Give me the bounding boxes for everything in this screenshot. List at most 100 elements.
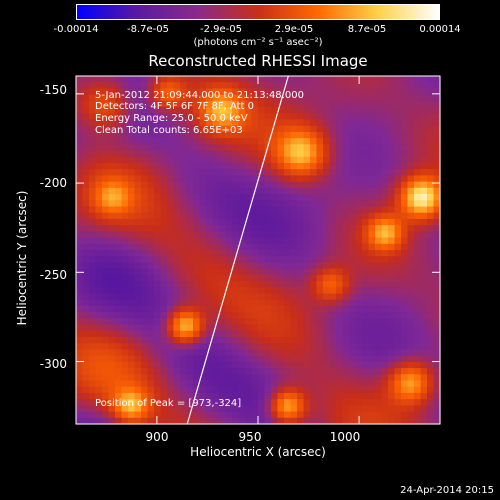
heatmap-cell (375, 131, 383, 139)
heatmap-cell (271, 169, 279, 177)
heatmap-cell (271, 343, 279, 351)
heatmap-cell (251, 119, 259, 127)
heatmap-cell (154, 374, 162, 382)
heatmap-cell (355, 405, 363, 413)
heatmap-cell (173, 349, 181, 357)
heatmap-cell (271, 113, 279, 121)
heatmap-cell (388, 231, 396, 239)
heatmap-cell (420, 82, 428, 90)
heatmap-cell (154, 231, 162, 239)
heatmap-cell (160, 368, 168, 375)
heatmap-cell (95, 212, 103, 220)
heatmap-cell (121, 231, 129, 239)
heatmap-cell (232, 337, 240, 344)
heatmap-cell (141, 175, 149, 183)
heatmap-cell (329, 361, 337, 369)
heatmap-cell (362, 187, 370, 195)
heatmap-cell (180, 100, 188, 108)
heatmap-cell (290, 125, 298, 133)
heatmap-cell (141, 337, 149, 344)
heatmap-cell (433, 386, 441, 394)
heatmap-cell (76, 218, 84, 226)
heatmap-cell (219, 94, 227, 102)
heatmap-cell (407, 163, 415, 170)
heatmap-cell (264, 268, 272, 276)
heatmap-cell (284, 324, 292, 332)
heatmap-cell (238, 374, 246, 382)
heatmap-cell (95, 175, 103, 183)
heatmap-cell (180, 231, 188, 239)
heatmap-cell (238, 312, 246, 319)
heatmap-cell (76, 405, 84, 413)
heatmap-cell (251, 392, 259, 400)
heatmap-cell (219, 281, 227, 288)
heatmap-cell (427, 287, 435, 295)
heatmap-cell (427, 392, 435, 400)
heatmap-cell (394, 324, 402, 332)
heatmap-cell (362, 82, 370, 90)
heatmap-cell (180, 163, 188, 170)
heatmap-cell (342, 374, 350, 382)
heatmap-cell (212, 256, 220, 264)
heatmap-cell (245, 312, 253, 319)
heatmap-cell (160, 76, 168, 83)
heatmap-cell (102, 175, 110, 183)
heatmap-cell (180, 330, 188, 338)
heatmap-cell (316, 386, 324, 394)
heatmap-cell (108, 100, 116, 108)
heatmap-cell (433, 243, 441, 251)
heatmap-cell (388, 299, 396, 307)
heatmap-cell (427, 250, 435, 257)
heatmap-cell (134, 343, 142, 351)
heatmap-cell (388, 374, 396, 382)
heatmap-cell (381, 281, 389, 288)
heatmap-cell (381, 150, 389, 158)
heatmap-cell (180, 131, 188, 139)
heatmap-cell (128, 76, 136, 83)
heatmap-cell (355, 100, 363, 108)
heatmap-cell (271, 324, 279, 332)
heatmap-cell (264, 200, 272, 208)
heatmap-cell (362, 411, 370, 419)
heatmap-cell (89, 250, 97, 257)
heatmap-cell (115, 194, 123, 201)
heatmap-cell (368, 243, 376, 251)
heatmap-cell (336, 156, 344, 164)
heatmap-cell (414, 194, 422, 201)
heatmap-cell (394, 181, 402, 189)
heatmap-cell (199, 194, 207, 201)
heatmap-cell (167, 187, 175, 195)
heatmap-cell (427, 312, 435, 319)
heatmap-cell (297, 200, 305, 208)
heatmap-cell (277, 237, 285, 245)
heatmap-cell (76, 411, 84, 419)
heatmap-cell (323, 94, 331, 102)
heatmap-cell (251, 312, 259, 319)
heatmap-cell (154, 318, 162, 326)
heatmap-cell (115, 169, 123, 177)
heatmap-cell (219, 225, 227, 232)
heatmap-cell (108, 361, 116, 369)
heatmap-cell (349, 411, 357, 419)
heatmap-cell (102, 262, 110, 270)
heatmap-cell (355, 119, 363, 127)
heatmap-cell (199, 200, 207, 208)
heatmap-cell (95, 200, 103, 208)
heatmap-cell (108, 318, 116, 326)
heatmap-cell (82, 299, 90, 307)
heatmap-cell (251, 156, 259, 164)
heatmap-cell (160, 287, 168, 295)
heatmap-cell (219, 386, 227, 394)
heatmap-cell (375, 194, 383, 201)
heatmap-cell (95, 274, 103, 282)
heatmap-cell (323, 324, 331, 332)
heatmap-cell (102, 293, 110, 301)
heatmap-cell (141, 206, 149, 214)
heatmap-cell (401, 411, 409, 419)
heatmap-cell (342, 150, 350, 158)
heatmap-cell (427, 355, 435, 363)
heatmap-cell (154, 163, 162, 170)
heatmap-cell (154, 187, 162, 195)
heatmap-cell (160, 399, 168, 406)
heatmap-cell (121, 343, 129, 351)
